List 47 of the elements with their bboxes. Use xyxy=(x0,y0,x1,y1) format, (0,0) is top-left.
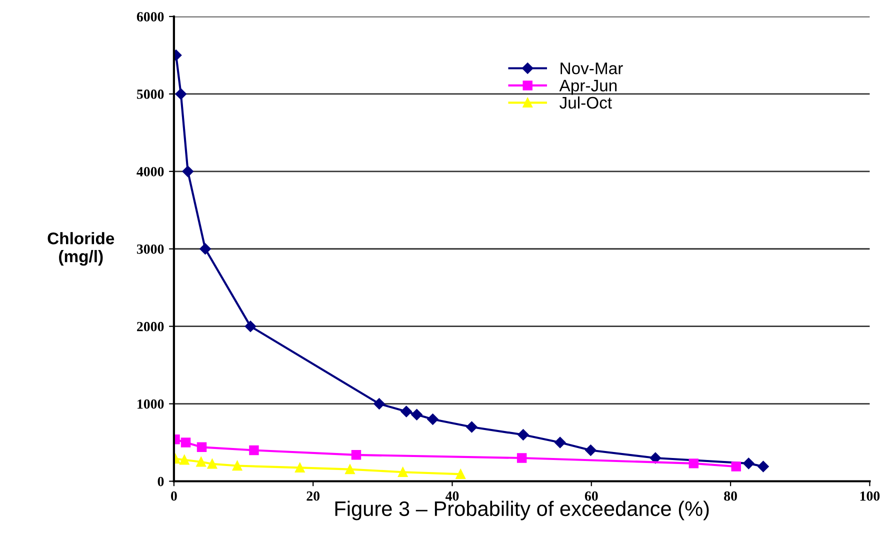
point xyxy=(200,243,211,254)
x-tick-label: 20 xyxy=(306,491,320,501)
y-axis-title: Chloride (mg/l) xyxy=(48,232,114,266)
point xyxy=(175,88,187,100)
point xyxy=(456,469,466,479)
point xyxy=(196,457,206,467)
x-tick-label: 60 xyxy=(584,491,598,501)
point xyxy=(398,467,408,477)
point xyxy=(518,429,529,440)
point xyxy=(180,438,191,448)
point xyxy=(411,409,422,420)
legend-label: Nov-Mar xyxy=(560,62,623,74)
point xyxy=(295,462,305,473)
legend-label: Apr-Jun xyxy=(559,80,617,95)
point xyxy=(374,398,385,410)
point xyxy=(758,460,769,472)
point xyxy=(232,460,242,471)
y-tick-label: 6000 xyxy=(136,12,164,22)
x-tick-label: 100 xyxy=(860,491,880,501)
y-tick-label: 4000 xyxy=(136,167,164,176)
point xyxy=(180,455,190,465)
y-tick-label: 2000 xyxy=(137,322,164,332)
point xyxy=(196,442,207,452)
x-tick-label: 80 xyxy=(724,491,737,501)
point xyxy=(585,444,596,456)
point xyxy=(244,320,256,332)
y-tick-label: 5000 xyxy=(136,90,164,99)
point xyxy=(345,464,355,474)
point xyxy=(207,459,218,469)
point xyxy=(554,436,566,448)
y-tick-label: 1000 xyxy=(138,399,164,409)
point xyxy=(466,421,478,433)
point xyxy=(249,445,259,456)
point xyxy=(400,406,412,418)
point xyxy=(182,166,194,178)
point xyxy=(351,450,362,460)
y-tick-label: 0 xyxy=(158,476,164,486)
point xyxy=(688,458,699,468)
x-tick-label: 0 xyxy=(170,491,177,501)
x-axis-title: Figure 3 – Probability of exceedance (%) xyxy=(335,500,709,520)
point xyxy=(427,414,438,425)
y-tick-label: 3000 xyxy=(136,244,164,254)
point xyxy=(516,453,527,463)
x-tick-label: 40 xyxy=(445,491,459,501)
legend-label: Jul-Oct xyxy=(560,96,612,109)
point xyxy=(731,462,741,472)
point xyxy=(743,458,754,470)
